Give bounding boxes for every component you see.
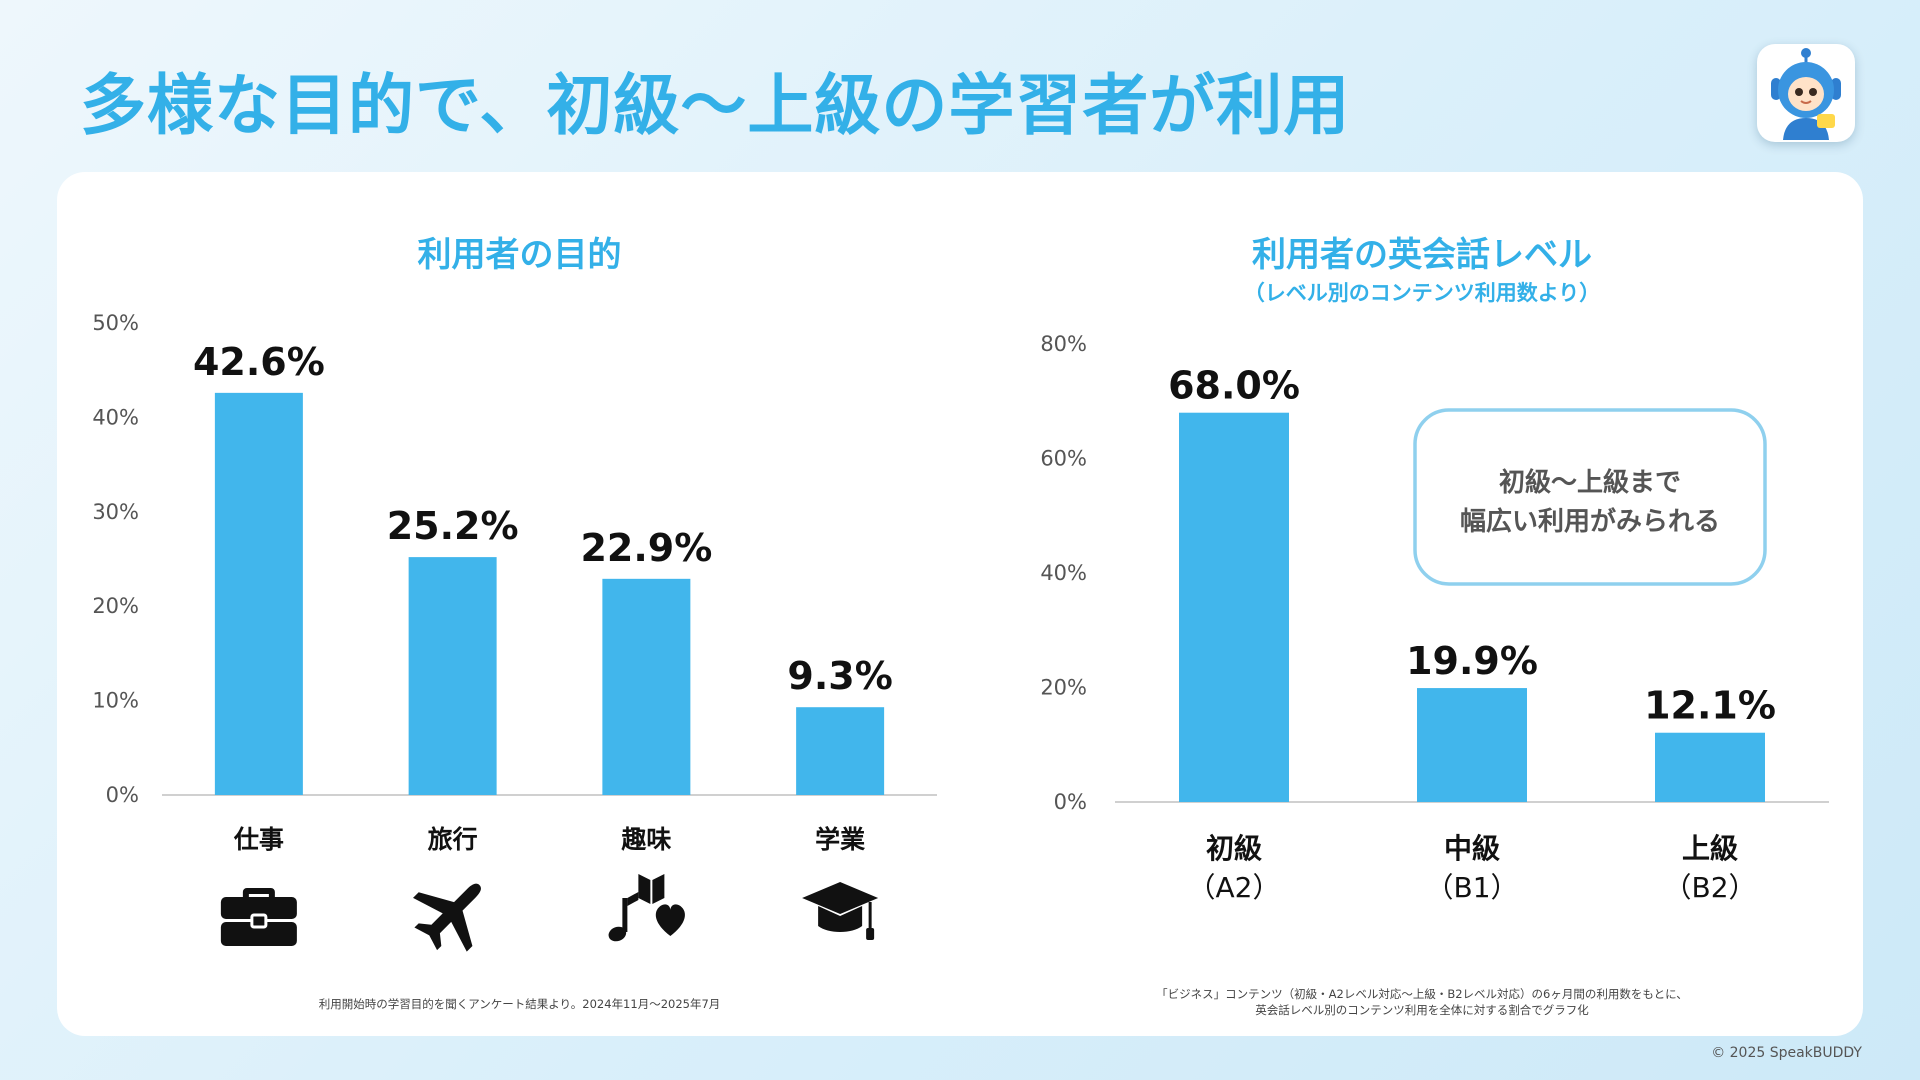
level-bar-chart: 0% 20% 40% 60% 80% 68.0% 初級 （A2） 19.9% 中級 （B1） 12.1…	[1040, 332, 1829, 904]
category-label: 学業	[815, 825, 865, 854]
category-label: 趣味	[620, 825, 671, 854]
airplane-icon	[413, 883, 481, 952]
annotation-line: 幅広い利用がみられる	[1460, 506, 1720, 537]
level-chart-title: 利用者の英会話レベル	[1252, 235, 1592, 275]
value-label: 22.9%	[580, 526, 712, 570]
y-tick-label: 20%	[1040, 676, 1087, 700]
graduation-cap-icon	[802, 882, 879, 940]
bar-1	[1417, 688, 1527, 802]
y-tick-label: 50%	[92, 311, 139, 335]
category-sublabel: （B2）	[1663, 871, 1756, 904]
bar-0	[1179, 412, 1289, 802]
music-book-heart-icon	[608, 874, 685, 942]
annotation-callout	[1413, 408, 1767, 586]
level-footnote-line-2: 英会話レベル別のコンテンツ利用を全体に対する割合でグラフ化	[1255, 1003, 1589, 1017]
briefcase-icon	[220, 888, 297, 946]
bar-2	[1655, 732, 1765, 802]
y-tick-label: 10%	[92, 689, 139, 713]
purpose-bar-chart: 0% 10% 20% 30% 40% 50% 42.6% 仕事 25.2% 旅行 22.9% 趣味 9.…	[92, 311, 937, 952]
purpose-footnote: 利用開始時の学習目的を聞くアンケート結果より。2024年11月〜2025年7月	[318, 997, 721, 1011]
page-title: 多様な目的で、初級〜上級の学習者が利用	[80, 67, 1351, 144]
bar-2	[602, 578, 691, 795]
category-sublabel: （B1）	[1425, 871, 1518, 904]
speakbuddy-mascot-icon	[1757, 44, 1855, 142]
y-tick-label: 20%	[92, 594, 139, 618]
y-tick-label: 30%	[92, 500, 139, 524]
level-chart-subtitle: （レベル別のコンテンツ利用数より）	[1243, 281, 1601, 305]
value-label: 42.6%	[193, 340, 325, 384]
category-label: 初級	[1206, 832, 1262, 865]
value-label: 19.9%	[1406, 639, 1538, 683]
value-label: 25.2%	[387, 504, 519, 548]
bar-1	[408, 557, 497, 795]
level-footnote: 「ビジネス」コンテンツ（初級・A2レベル対応〜上級・B2レベル対応）の6ヶ月間の…	[982, 986, 1862, 1018]
value-label: 12.1%	[1644, 684, 1776, 728]
y-tick-label: 60%	[1040, 447, 1087, 471]
category-label: 仕事	[233, 825, 284, 854]
y-tick-label: 0%	[106, 783, 139, 807]
annotation-line: 初級〜上級まで	[1499, 467, 1681, 498]
purpose-chart-title: 利用者の目的	[417, 235, 622, 275]
y-tick-label: 40%	[1040, 561, 1087, 585]
y-tick-label: 0%	[1054, 790, 1087, 814]
y-tick-label: 80%	[1040, 332, 1087, 356]
copyright: © 2025 SpeakBUDDY	[1711, 1045, 1862, 1061]
content-panel: 利用者の目的 利用者の英会話レベル （レベル別のコンテンツ利用数より） 0% 10…	[57, 172, 1863, 1036]
value-label: 68.0%	[1168, 364, 1300, 408]
level-footnote-line-1: 「ビジネス」コンテンツ（初級・A2レベル対応〜上級・B2レベル対応）の6ヶ月間の…	[1156, 987, 1688, 1001]
bar-3	[796, 707, 885, 795]
bar-0	[214, 392, 303, 795]
y-tick-label: 40%	[92, 405, 139, 429]
category-label: 中級	[1444, 832, 1500, 865]
category-sublabel: （A2）	[1188, 871, 1281, 904]
category-label: 上級	[1682, 832, 1738, 865]
value-label: 9.3%	[787, 654, 892, 698]
category-label: 旅行	[428, 825, 478, 854]
